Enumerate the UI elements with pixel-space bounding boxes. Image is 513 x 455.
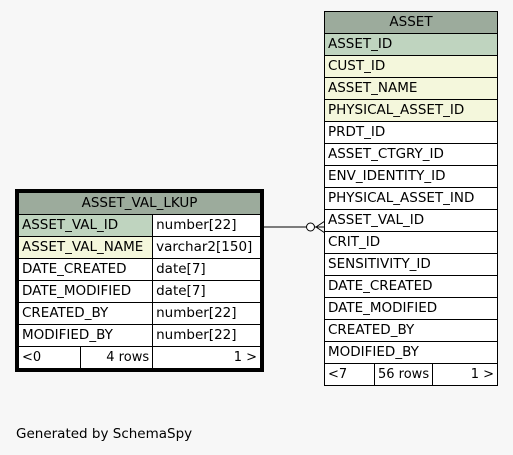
column-name[interactable]: ASSET_CTGRY_ID	[324, 143, 498, 166]
column-name[interactable]: PHYSICAL_ASSET_IND	[324, 187, 498, 210]
table-row[interactable]: SENSITIVITY_ID	[324, 253, 498, 276]
table-footer-row: <7 56 rows 1 >	[324, 363, 498, 386]
asset-table[interactable]: ASSET ASSET_ID CUST_ID ASSET_NAME PHYSICAL_…	[324, 11, 498, 386]
table-row[interactable]: CRIT_ID	[324, 231, 498, 254]
table-row[interactable]: DATE_MODIFIED	[324, 297, 498, 320]
column-name[interactable]: ASSET_VAL_NAME	[17, 236, 154, 259]
row-count: 56 rows	[373, 363, 434, 386]
table-row[interactable]: ASSET_VAL_ID	[324, 209, 498, 232]
optional-circle-icon	[306, 222, 315, 232]
table-row[interactable]: PHYSICAL_ASSET_IND	[324, 187, 498, 210]
asset-val-lkup-table-frame: ASSET_VAL_LKUP ASSET_VAL_ID number[22] ASS…	[15, 189, 264, 372]
column-name[interactable]: SENSITIVITY_ID	[324, 253, 498, 276]
row-count: 4 rows	[79, 346, 154, 369]
asset-val-lkup-table[interactable]: ASSET_VAL_LKUP ASSET_VAL_ID number[22] ASS…	[17, 192, 261, 369]
table-header[interactable]: ASSET_VAL_LKUP	[18, 192, 261, 215]
column-type: number[22]	[152, 324, 261, 347]
table-row[interactable]: CREATED_BY number[22]	[17, 302, 261, 325]
table-footer-row: <0 4 rows 1 >	[18, 346, 261, 369]
crowfoot-many-icon	[315, 220, 326, 228]
column-name[interactable]: CRIT_ID	[324, 231, 498, 254]
table-row[interactable]: ASSET_CTGRY_ID	[324, 143, 498, 166]
column-name[interactable]: DATE_CREATED	[17, 258, 154, 281]
table-row[interactable]: DATE_CREATED	[324, 275, 498, 298]
table-header[interactable]: ASSET	[324, 11, 498, 34]
column-type: number[22]	[152, 302, 261, 325]
column-name[interactable]: DATE_CREATED	[324, 275, 498, 298]
column-name[interactable]: DATE_MODIFIED	[324, 297, 498, 320]
parents-count-link[interactable]: <0	[18, 346, 81, 369]
column-name[interactable]: ASSET_ID	[324, 33, 498, 56]
table-row[interactable]: CUST_ID	[324, 55, 498, 78]
table-row[interactable]: PHYSICAL_ASSET_ID	[324, 99, 498, 122]
column-type: varchar2[150]	[152, 236, 261, 259]
table-row[interactable]: PRDT_ID	[324, 121, 498, 144]
column-name[interactable]: MODIFIED_BY	[17, 324, 154, 347]
table-row[interactable]: MODIFIED_BY	[324, 341, 498, 364]
table-row[interactable]: DATE_MODIFIED date[7]	[17, 280, 261, 303]
table-row[interactable]: ASSET_VAL_ID number[22]	[17, 214, 261, 237]
generated-by-label: Generated by SchemaSpy	[16, 426, 193, 442]
table-row[interactable]: ASSET_ID	[324, 33, 498, 56]
column-name[interactable]: CREATED_BY	[17, 302, 154, 325]
children-count-link[interactable]: 1 >	[152, 346, 261, 369]
column-name[interactable]: PHYSICAL_ASSET_ID	[324, 99, 498, 122]
parents-count-link[interactable]: <7	[324, 363, 375, 386]
column-name[interactable]: ENV_IDENTITY_ID	[324, 165, 498, 188]
column-type: date[7]	[152, 280, 261, 303]
table-row[interactable]: ASSET_VAL_NAME varchar2[150]	[17, 236, 261, 259]
children-count-link[interactable]: 1 >	[432, 363, 498, 386]
column-name[interactable]: MODIFIED_BY	[324, 341, 498, 364]
column-name[interactable]: ASSET_VAL_ID	[324, 209, 498, 232]
column-name[interactable]: ASSET_VAL_ID	[17, 214, 154, 237]
table-row[interactable]: MODIFIED_BY number[22]	[17, 324, 261, 347]
column-name[interactable]: PRDT_ID	[324, 121, 498, 144]
column-type: number[22]	[152, 214, 261, 237]
column-name[interactable]: CUST_ID	[324, 55, 498, 78]
column-name[interactable]: CREATED_BY	[324, 319, 498, 342]
column-type: date[7]	[152, 258, 261, 281]
column-name[interactable]: DATE_MODIFIED	[17, 280, 154, 303]
table-row[interactable]: ASSET_NAME	[324, 77, 498, 100]
table-row[interactable]: CREATED_BY	[324, 319, 498, 342]
table-row[interactable]: DATE_CREATED date[7]	[17, 258, 261, 281]
table-row[interactable]: ENV_IDENTITY_ID	[324, 165, 498, 188]
column-name[interactable]: ASSET_NAME	[324, 77, 498, 100]
